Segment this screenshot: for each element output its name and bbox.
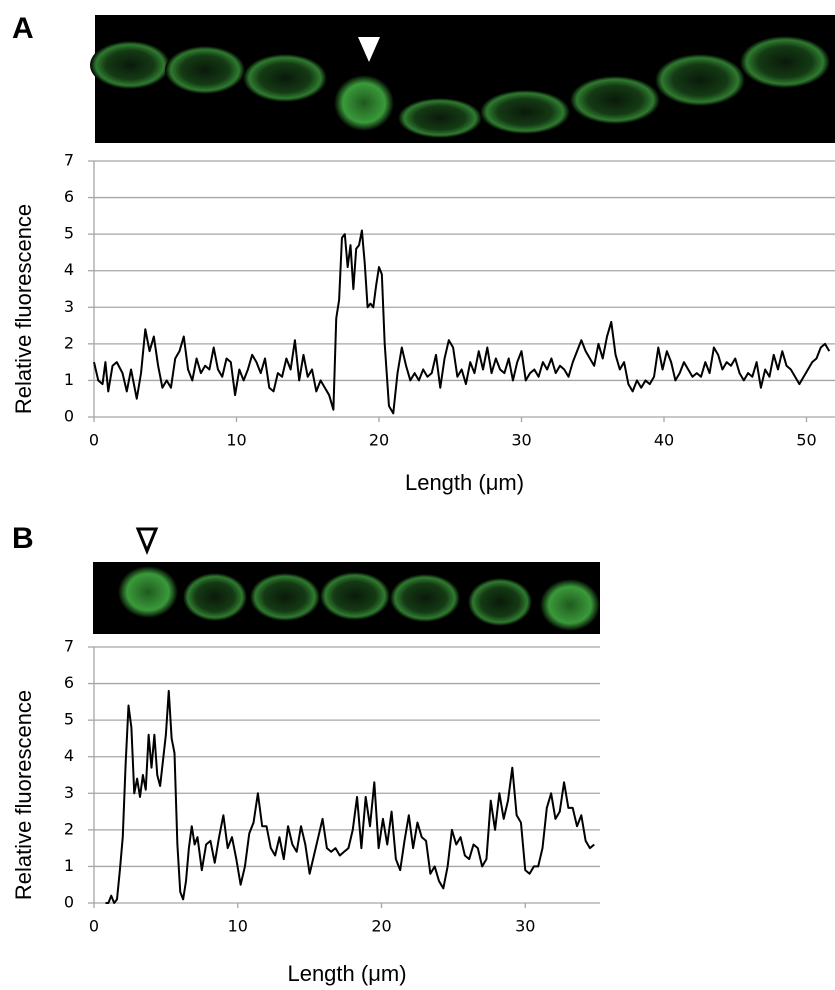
y-tick-label: 7: [64, 151, 74, 170]
fluorescence-line: [105, 689, 595, 904]
y-axis-title: Relative fluorescence: [11, 204, 36, 414]
x-tick-label: 50: [796, 431, 816, 450]
x-tick-label: 20: [369, 431, 389, 450]
panel-label: B: [12, 522, 34, 555]
micrograph-a: [90, 15, 835, 143]
y-axis-title: Relative fluorescence: [11, 690, 36, 900]
x-tick-label: 20: [371, 917, 391, 936]
y-tick-label: 3: [64, 783, 74, 802]
y-tick-label: 5: [64, 224, 74, 243]
y-tick-label: 6: [64, 673, 74, 692]
y-tick-label: 0: [64, 407, 74, 426]
y-tick-label: 5: [64, 710, 74, 729]
y-tick-label: 6: [64, 187, 74, 206]
x-tick-label: 10: [226, 431, 246, 450]
y-tick-label: 7: [64, 637, 74, 656]
fluorescence-line: [93, 229, 831, 415]
y-tick-label: 1: [64, 370, 74, 389]
x-tick-label: 30: [511, 431, 531, 450]
x-axis-title: Length (μm): [287, 961, 406, 986]
x-axis-title: Length (μm): [405, 470, 524, 495]
micrograph-b: [93, 562, 600, 634]
panel-label: A: [12, 12, 34, 45]
y-tick-label: 4: [64, 746, 74, 765]
x-tick-label: 30: [515, 917, 535, 936]
y-tick-label: 2: [64, 819, 74, 838]
y-tick-label: 4: [64, 260, 74, 279]
x-tick-label: 40: [654, 431, 674, 450]
y-tick-label: 2: [64, 333, 74, 352]
arrowhead-b: [135, 527, 159, 555]
y-tick-label: 3: [64, 297, 74, 316]
y-tick-label: 1: [64, 856, 74, 875]
x-tick-label: 10: [228, 917, 248, 936]
x-tick-label: 0: [89, 431, 99, 450]
x-tick-label: 0: [89, 917, 99, 936]
y-tick-label: 0: [64, 893, 74, 912]
